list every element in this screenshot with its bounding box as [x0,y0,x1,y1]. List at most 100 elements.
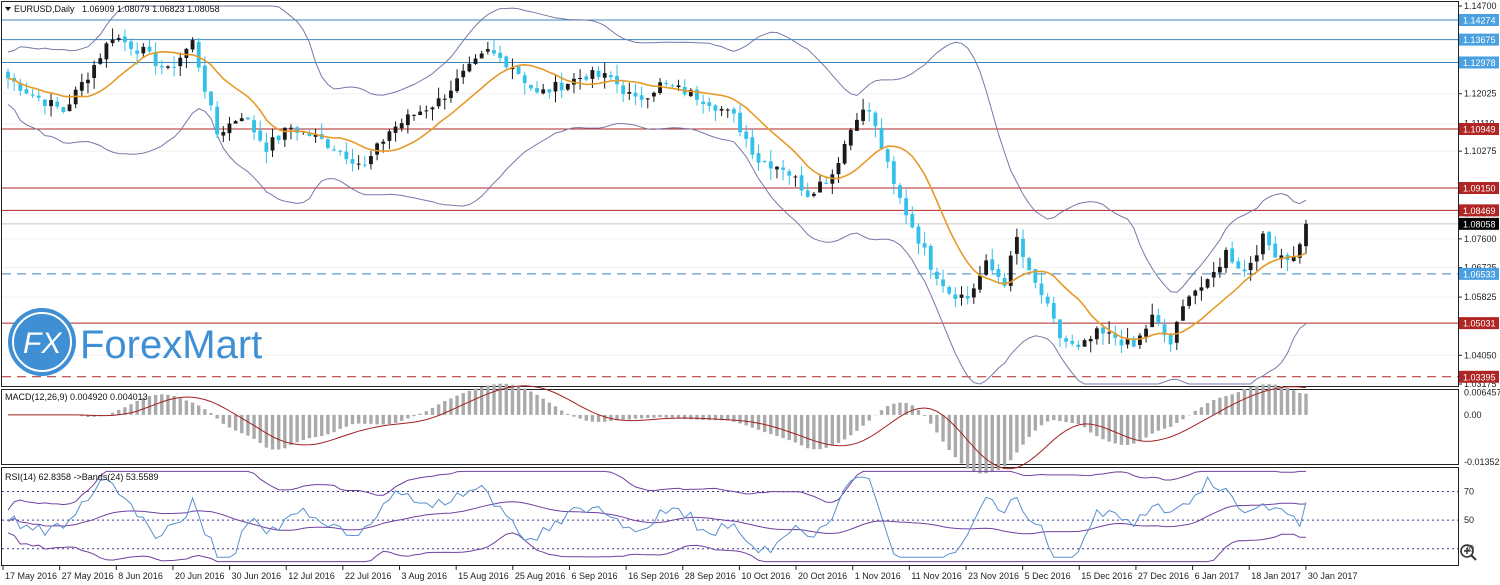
rsi-tick-label: 50 [1464,515,1474,525]
candle-bear [55,101,60,107]
macd-tick-label: 0.006457 [1464,387,1500,397]
candle-bear [30,94,35,96]
date-tick-label: 25 Aug 2016 [515,571,566,581]
level-tag-1.03395 [1459,370,1499,383]
candle-bear [129,41,133,50]
candle-bear [258,130,263,141]
candle-bull [811,193,816,196]
candle-bull [565,83,570,90]
candle-bull [184,48,189,58]
zoom-icon[interactable] [1460,544,1477,561]
candle-bear [295,127,300,133]
price-tick-label: 1.05825 [1464,292,1497,302]
moving-average [7,50,1307,341]
fx-badge-text: FX [23,327,62,360]
candle-bull [1088,338,1093,342]
candle-bull [836,162,841,175]
candle-bear [762,160,767,162]
bollinger-upper [7,5,1307,293]
candle-bear [1002,277,1007,286]
rsi-band-lower [7,532,1307,563]
candle-bear [1021,238,1025,257]
candle-bull [442,98,447,100]
candle-bear [621,85,626,94]
candle-bear [307,132,312,136]
candle-bear [1242,269,1247,272]
candle-bull [1217,266,1222,273]
candle-bull [387,131,392,141]
candle-bear [252,120,256,133]
candle-bear [196,41,201,68]
rsi-indicator [2,470,1458,563]
candle-bull [1150,314,1155,328]
candle-bear [1039,283,1044,296]
rsi-title: RSI(14) 62.8358 ->Bands(24) 53.5589 [5,472,158,482]
candle-bear [209,91,213,106]
candle-bear [1267,231,1271,246]
candle-bear [916,226,921,244]
candle-bear [1058,319,1062,339]
ohlc-values: 1.06909 1.08079 1.06823 1.08058 [82,4,220,14]
candle-bear [1113,333,1118,338]
candle-bear [639,95,644,100]
date-tick-label: 15 Aug 2016 [458,571,509,581]
candle-bull [1279,255,1284,260]
candle-bull [485,49,490,52]
candle-bear [1101,327,1105,334]
date-tick-label: 28 Sep 2016 [685,571,736,581]
level-tag-label: 1.05031 [1463,319,1496,329]
candle-bear [1070,340,1075,344]
macd-panel-frame [1,389,1459,465]
level-tag-1.10949 [1459,123,1499,136]
candle-bear [202,65,207,92]
candle-bull [1125,338,1130,345]
level-tag-label: 1.03395 [1463,372,1496,382]
candle-bull [282,127,287,140]
price-tick-label: 1.03175 [1464,379,1497,389]
level-tag-label: 1.06533 [1463,269,1496,279]
candle-bear [61,107,66,112]
price-tick-label: 1.10275 [1464,146,1497,156]
candle-bear [873,112,878,127]
candle-bull [1082,340,1087,347]
candle-bull [190,40,195,50]
candle-bull [1137,335,1142,346]
price-tick-label: 1.12025 [1464,89,1497,99]
date-tick-label: 27 May 2016 [62,571,114,581]
macd-signal-line [8,385,1307,470]
bollinger-bands [7,5,1307,385]
candle-bull [289,127,293,129]
date-tick-label: 12 Jul 2016 [288,571,335,581]
candle-bear [664,82,669,85]
candle-bull [978,275,982,290]
candle-bear [1131,338,1136,347]
candle-bear [535,88,539,93]
candle-bull [1199,287,1204,291]
date-tick-label: 20 Oct 2016 [798,571,847,581]
candle-bear [608,75,613,78]
candle-bear [867,110,872,112]
price-tick-label: 1.06725 [1464,263,1497,273]
candle-bear [1027,258,1032,271]
candle-bull [86,79,90,84]
ma-line [7,50,1307,341]
candle-bull [842,144,847,164]
candle-bear [362,164,367,166]
candle-bull [449,90,453,99]
candle-bear [965,296,970,299]
candle-bull [1254,255,1259,262]
candle-bull [49,100,53,107]
candle-bear [18,82,23,91]
dropdown-triangle-icon[interactable] [5,7,11,11]
candle-bull [602,73,607,78]
candle-bull [541,89,546,94]
candle-bull [1187,296,1192,306]
candle-bull [270,137,275,151]
candle-bull [178,57,183,67]
candle-bear [584,76,589,80]
candle-bear [159,66,164,68]
candle-bull [141,46,146,54]
candle-bear [172,66,177,68]
candle-bear [1033,269,1038,283]
candle-bull [1107,332,1112,334]
